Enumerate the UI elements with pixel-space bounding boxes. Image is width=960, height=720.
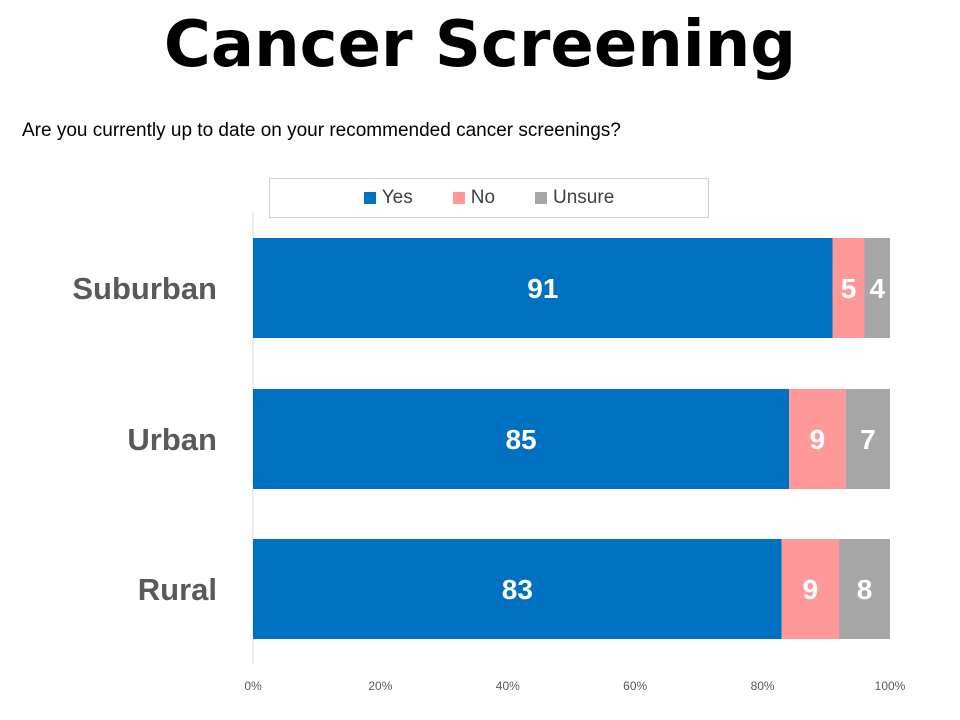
- legend-label-unsure: Unsure: [553, 187, 615, 208]
- legend-label-no: No: [470, 187, 496, 208]
- bar-yes-urban: [253, 389, 790, 489]
- x-tick-label: 60%: [623, 679, 647, 693]
- legend-swatch-yes: [363, 192, 376, 204]
- data-label: 8: [857, 574, 873, 605]
- bar-unsure-rural: [839, 539, 890, 639]
- bar-no-urban: [789, 389, 846, 489]
- data-label: 85: [505, 424, 536, 455]
- category-label: Urban: [127, 422, 217, 457]
- x-tick-label: 0%: [244, 679, 262, 693]
- bar-no-rural: [781, 539, 840, 639]
- data-label: 9: [810, 424, 826, 455]
- bar-yes-rural: [253, 539, 782, 639]
- legend-label-yes: Yes: [381, 187, 413, 208]
- legend-item-no: No: [452, 187, 496, 209]
- legend-item-yes: Yes: [363, 187, 413, 209]
- bar-no-suburban: [832, 238, 865, 338]
- bar-unsure-urban: [845, 389, 890, 489]
- data-label: 4: [869, 273, 885, 304]
- legend-swatch-no: [452, 192, 465, 204]
- x-tick-label: 20%: [368, 679, 392, 693]
- category-label: Rural: [138, 572, 217, 607]
- data-label: 5: [841, 273, 857, 304]
- data-label: 9: [803, 574, 819, 605]
- data-label: 91: [527, 273, 558, 304]
- x-tick-label: 100%: [875, 679, 906, 693]
- x-tick-label: 80%: [751, 679, 775, 693]
- data-label: 83: [502, 574, 533, 605]
- bar-unsure-suburban: [864, 238, 890, 338]
- legend: Yes No Unsure: [269, 178, 709, 218]
- x-tick-label: 40%: [496, 679, 520, 693]
- legend-item-unsure: Unsure: [535, 187, 614, 209]
- category-label: Suburban: [72, 271, 217, 306]
- data-label: 7: [860, 424, 876, 455]
- chart-title: Cancer Screening: [163, 8, 797, 82]
- legend-swatch-unsure: [535, 192, 548, 204]
- bar-yes-suburban: [253, 238, 833, 338]
- chart-subtitle: Are you currently up to date on your rec…: [22, 120, 621, 141]
